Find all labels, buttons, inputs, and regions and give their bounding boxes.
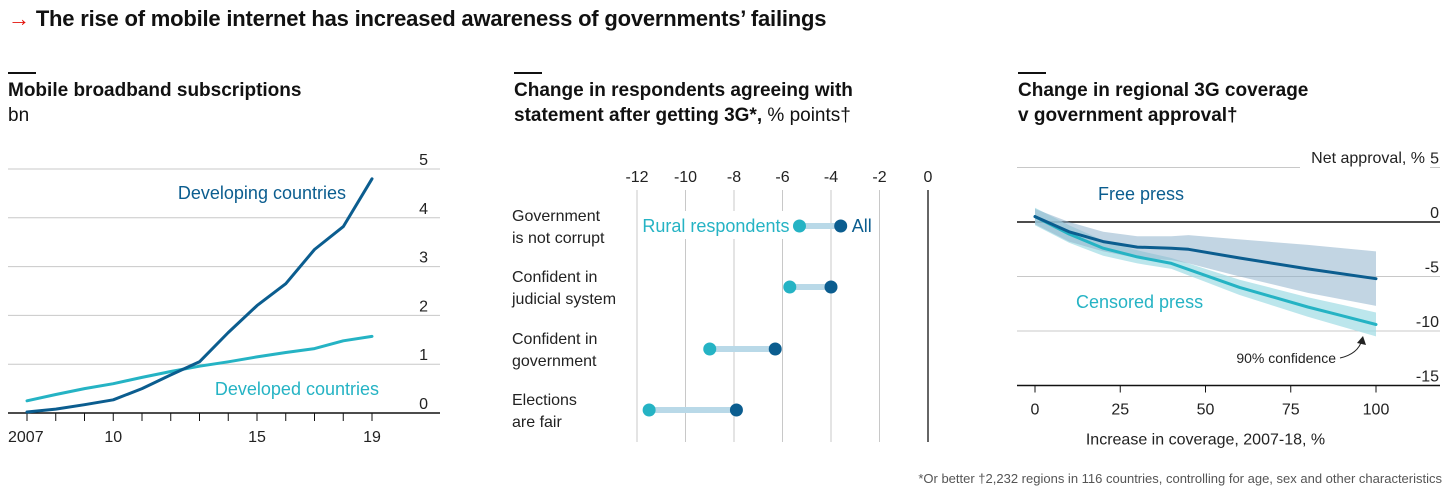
point-all	[768, 342, 782, 356]
panel-title: Change in respondents agreeing with stat…	[514, 78, 853, 128]
point-rural	[642, 403, 656, 417]
x-tick-label: -2	[872, 169, 886, 186]
x-tick-label: -8	[727, 169, 741, 186]
panel-rule	[1018, 72, 1046, 74]
respondents-title-unit: % points†	[767, 105, 851, 126]
respondents-title-line1: Change in respondents agreeing with	[514, 80, 853, 101]
x-tick-label: 19	[363, 429, 381, 446]
annotation-confidence: 90% confidence	[1236, 350, 1336, 366]
x-tick-label: -12	[625, 169, 648, 186]
row-label-line1: Confident in	[512, 331, 597, 348]
subscriptions-title: Mobile broadband subscriptions	[8, 80, 302, 101]
headline-text: The rise of mobile internet has increase…	[35, 6, 827, 31]
row-label-line1: Elections	[512, 392, 577, 409]
x-tick-label: 75	[1282, 402, 1300, 419]
chart-headline: → The rise of mobile internet has increas…	[8, 6, 827, 32]
y-tick-label: 0	[419, 396, 428, 413]
x-tick-label: 0	[924, 169, 933, 186]
y-tick-label: 1	[419, 347, 428, 364]
panel-subscriptions: Mobile broadband subscriptions bn	[0, 60, 440, 460]
confidence-band-censored	[1035, 207, 1376, 337]
x-tick-label: -4	[824, 169, 838, 186]
y-tick-label: -10	[1416, 314, 1439, 331]
series-line-developed	[25, 334, 374, 403]
y-axis-title: Net approval, %	[1311, 150, 1425, 167]
legend-rural-label: Rural respondents	[642, 216, 789, 236]
y-tick-label: -15	[1416, 369, 1439, 386]
series-label-developing: Developing countries	[178, 183, 346, 203]
row-label-line1: Confident in	[512, 269, 597, 286]
x-tick-label: 100	[1363, 402, 1390, 419]
subscriptions-unit: bn	[8, 105, 30, 126]
series-label-censored-press: Censored press	[1076, 292, 1203, 312]
confidence-band-free	[1035, 208, 1376, 306]
y-tick-label: 4	[419, 201, 428, 218]
y-tick-label: 3	[419, 250, 428, 267]
x-tick-label: 50	[1197, 402, 1215, 419]
y-tick-label: 5	[419, 152, 428, 169]
y-tick-label: -5	[1425, 260, 1439, 277]
panel-title: Change in regional 3G coverage v governm…	[1018, 78, 1308, 128]
series-line-free-press	[1033, 215, 1378, 281]
arrow-icon: →	[8, 6, 30, 31]
x-tick-label: 2007	[8, 429, 44, 446]
series-line-developing	[25, 177, 374, 414]
panel-coverage-approval: Change in regional 3G coverage v governm…	[1010, 60, 1450, 460]
coverage-title-line2: v government approval†	[1018, 105, 1238, 126]
coverage-title-line1: Change in regional 3G coverage	[1018, 80, 1309, 101]
y-tick-label: 0	[1430, 205, 1439, 222]
series-label-developed: Developed countries	[215, 379, 379, 399]
point-all	[824, 280, 838, 294]
x-axis-title: Increase in coverage, 2007-18, %	[1086, 432, 1325, 449]
series-label-free-press: Free press	[1098, 184, 1184, 204]
panel-3g-respondents: Change in respondents agreeing with stat…	[505, 60, 955, 460]
point-all	[834, 219, 848, 233]
row-label-line2: judicial system	[511, 291, 616, 308]
footnote: *Or better †2,232 regions in 116 countri…	[918, 471, 1442, 486]
x-tick-label: 10	[104, 429, 122, 446]
annotation-arrowhead	[1357, 336, 1366, 345]
panel-rule	[8, 72, 36, 74]
point-rural	[792, 219, 806, 233]
row-label-line2: government	[512, 353, 597, 370]
y-tick-label: 5	[1430, 151, 1439, 168]
point-all	[729, 403, 743, 417]
x-tick-label: 25	[1111, 402, 1129, 419]
x-tick-label: -10	[674, 169, 697, 186]
row-label-line2: is not corrupt	[512, 230, 605, 247]
row-label-line1: Government	[512, 208, 601, 225]
panel-title: Mobile broadband subscriptions bn	[8, 78, 301, 128]
x-tick-label: 15	[248, 429, 266, 446]
panel-rule	[514, 72, 542, 74]
series-line-censored-press	[1033, 215, 1378, 326]
y-tick-label: 2	[419, 298, 428, 315]
x-tick-label: 0	[1031, 402, 1040, 419]
legend-backdrop	[639, 211, 789, 239]
legend-all-label: All	[852, 216, 872, 236]
x-tick-label: -6	[775, 169, 789, 186]
respondents-title-line2: statement after getting 3G*,	[514, 105, 763, 126]
row-label-line2: are fair	[512, 414, 562, 431]
ylabel-backdrop	[1300, 146, 1430, 168]
point-rural	[703, 342, 717, 356]
point-rural	[783, 280, 797, 294]
